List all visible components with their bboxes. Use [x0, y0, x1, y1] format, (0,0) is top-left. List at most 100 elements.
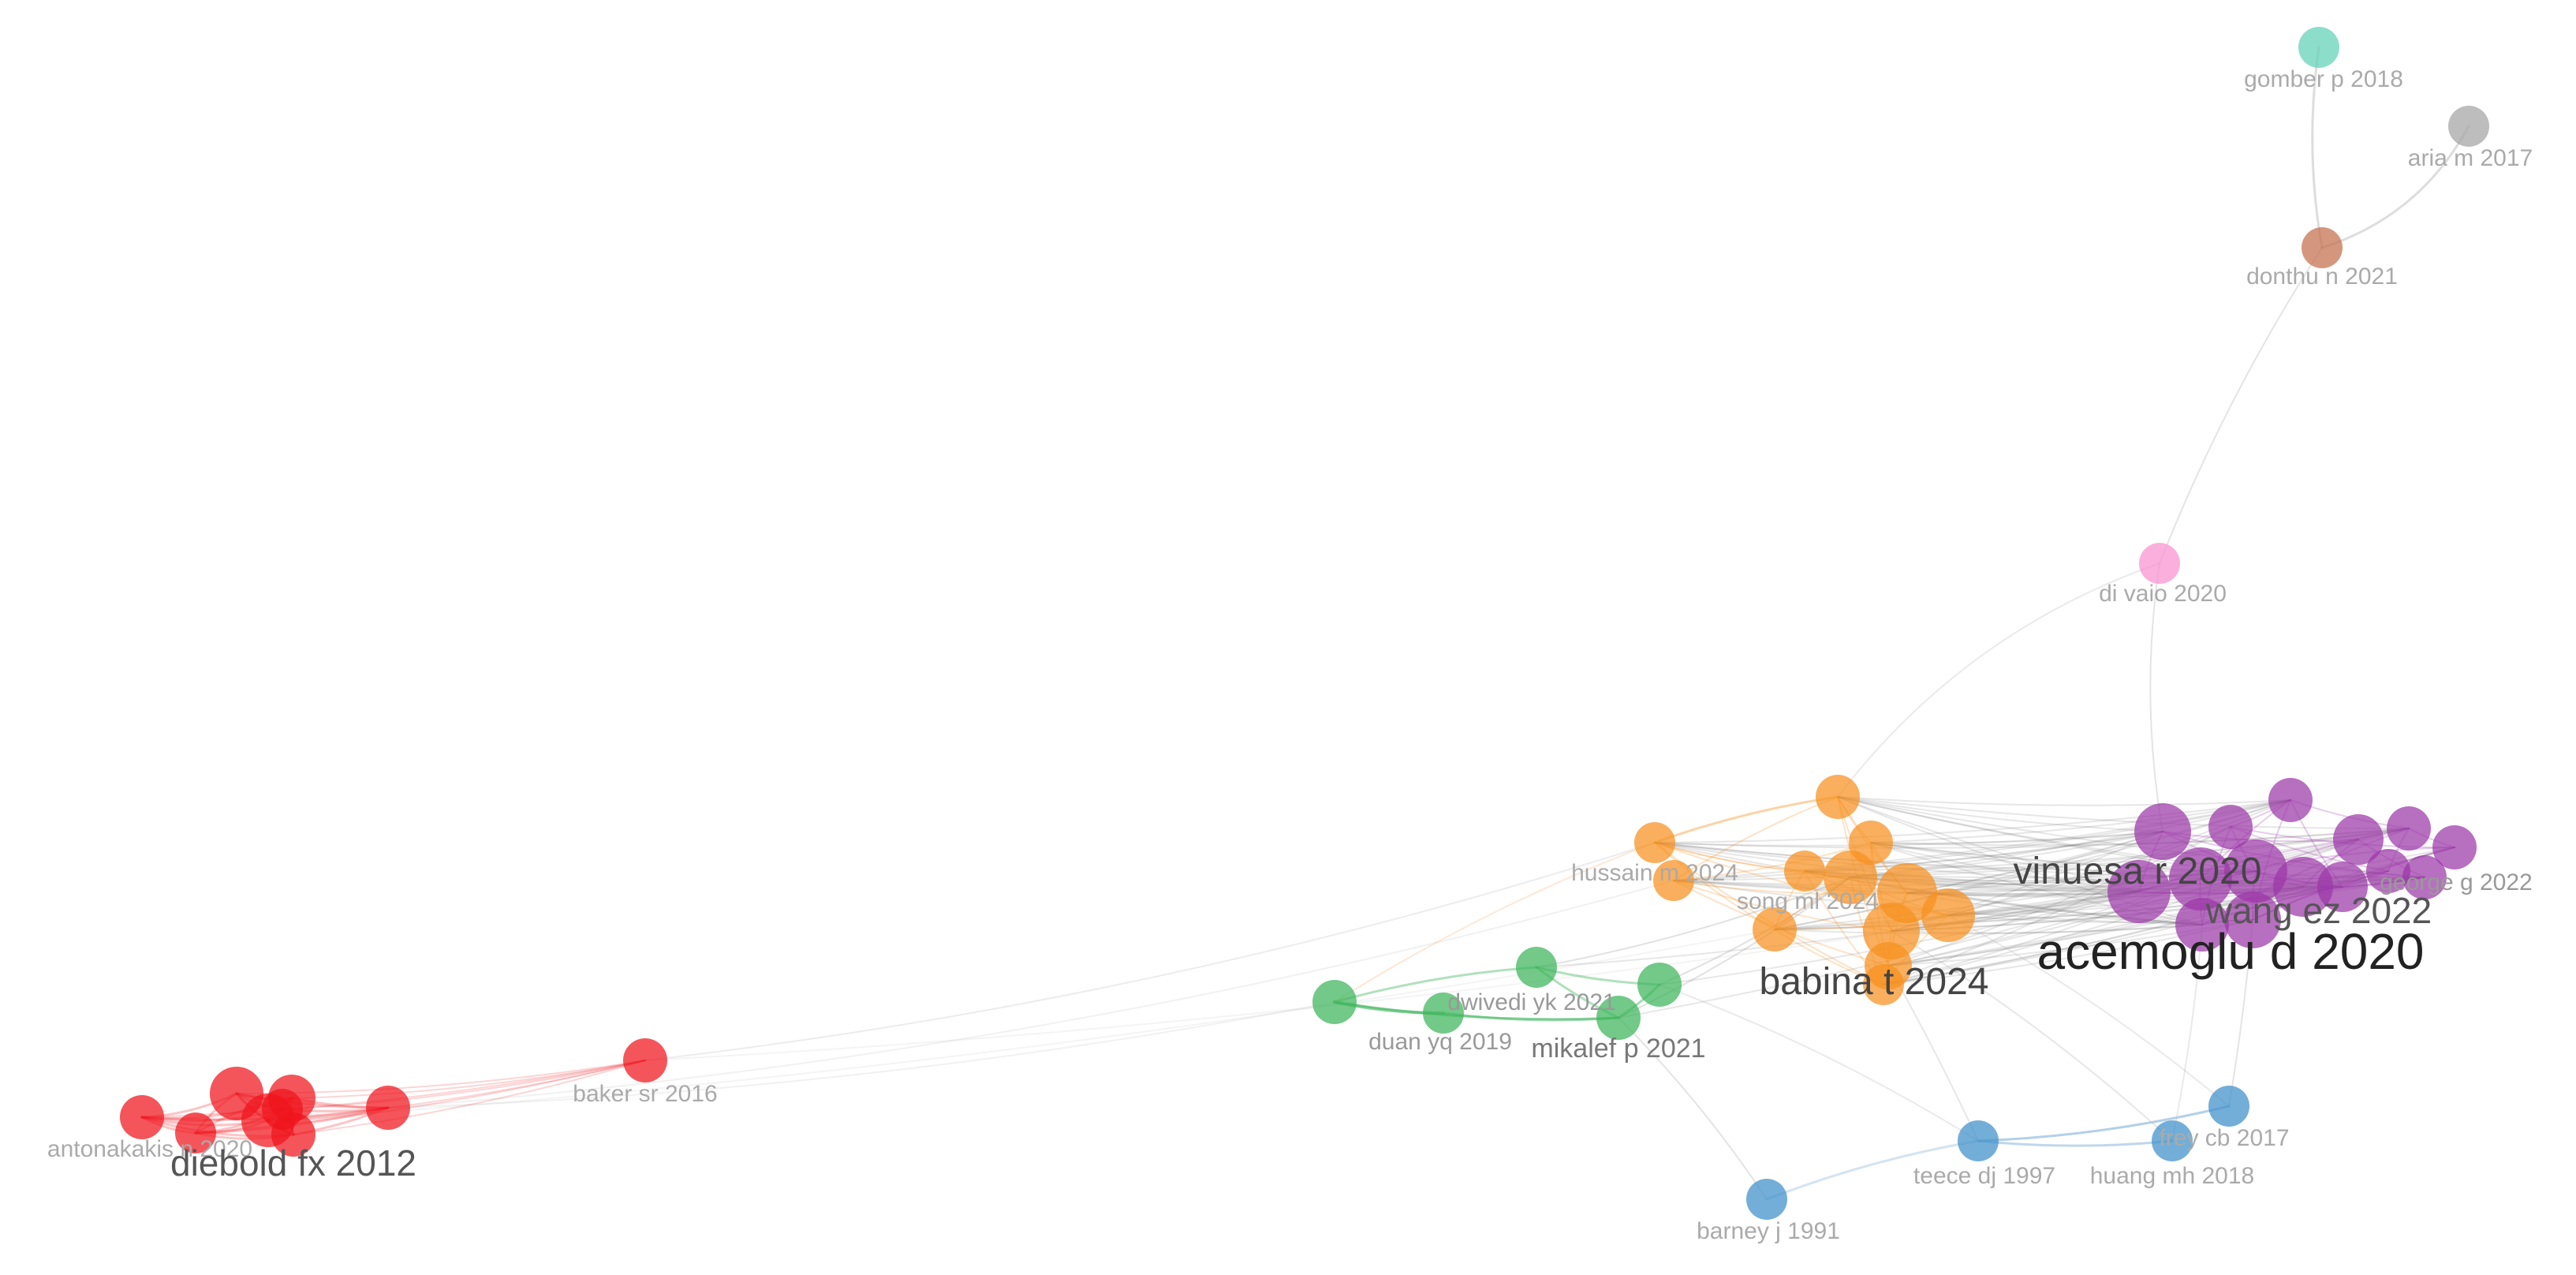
node-label-hussain: hussain m 2024 — [1571, 860, 1738, 886]
node-label-antonakakis: antonakakis n 2020 — [47, 1136, 252, 1162]
node-blue-4[interactable] — [1746, 1179, 1787, 1220]
node-blue-2[interactable] — [2208, 1086, 2249, 1127]
network-edge — [1654, 828, 2410, 849]
node-divaio[interactable] — [2139, 543, 2180, 584]
node-baker[interactable] — [623, 1038, 667, 1082]
node-label-george: george g 2022 — [2380, 869, 2533, 895]
network-edge — [1765, 1139, 1980, 1201]
node-red-4[interactable] — [175, 1112, 216, 1153]
network-edge — [1891, 891, 2140, 932]
network-edge — [1837, 796, 2163, 832]
node-green-4[interactable] — [1596, 996, 1641, 1040]
network-edge — [2149, 563, 2163, 832]
node-label-mikalef: mikalef p 2021 — [1531, 1034, 1705, 1064]
node-label-acemoglu: acemoglu d 2020 — [2037, 923, 2424, 980]
network-edge — [1977, 1105, 2231, 1142]
node-gomber[interactable] — [2298, 27, 2339, 68]
network-edge — [2171, 924, 2203, 1142]
node-orange-1[interactable] — [1816, 775, 1860, 819]
network-edge — [291, 1060, 646, 1099]
network-edge — [293, 1060, 646, 1135]
network-edge — [1653, 795, 1839, 844]
node-label-huang: huang mh 2018 — [2090, 1163, 2255, 1189]
node-label-divaio: di vaio 2020 — [2099, 581, 2227, 607]
network-edge — [1333, 1000, 1620, 1021]
node-orange-12[interactable] — [1863, 964, 1904, 1005]
network-edge — [2159, 247, 2323, 564]
network-edge — [1837, 796, 2410, 830]
node-purple-11[interactable] — [2317, 862, 2368, 912]
network-edge — [2311, 46, 2324, 249]
network-edge — [1774, 831, 2163, 930]
node-purple-5[interactable] — [2387, 806, 2431, 851]
node-red-7[interactable] — [262, 1089, 303, 1130]
node-purple-7[interactable] — [2107, 860, 2171, 923]
node-green-2[interactable] — [1516, 947, 1557, 988]
network-edge — [1977, 1139, 2174, 1147]
node-purple-3[interactable] — [2268, 778, 2313, 822]
network-edge — [1837, 796, 2140, 892]
node-red-1[interactable] — [120, 1095, 164, 1139]
node-blue-3[interactable] — [2152, 1120, 2193, 1161]
network-edge — [1334, 842, 1656, 1003]
node-label-duan: duan yq 2019 — [1368, 1029, 1512, 1055]
network-edge — [2320, 125, 2470, 249]
node-purple-13[interactable] — [2402, 855, 2447, 899]
node-label-vinuesa: vinuesa r 2020 — [2014, 851, 2262, 892]
network-edge — [1536, 891, 2140, 968]
node-purple-10[interactable] — [2273, 857, 2333, 917]
node-label-teece: teece dj 1997 — [1913, 1163, 2055, 1189]
node-orange-2[interactable] — [1634, 822, 1675, 863]
network-edge — [1947, 826, 2231, 916]
network-edge — [1891, 930, 2173, 1142]
node-orange-8[interactable] — [1753, 907, 1797, 952]
network-edge — [1654, 799, 2291, 843]
node-green-1[interactable] — [1312, 980, 1357, 1024]
node-label-song: song ml 2024 — [1737, 888, 1879, 914]
node-purple-14[interactable] — [2224, 892, 2281, 948]
network-edge — [1654, 831, 2163, 847]
network-edge — [1837, 796, 2291, 806]
network-edge — [1883, 826, 2231, 985]
node-purple-12[interactable] — [2366, 849, 2410, 893]
node-green-5[interactable] — [1637, 963, 1682, 1007]
node-orange-4[interactable] — [1784, 851, 1825, 892]
node-label-aria: aria m 2017 — [2408, 145, 2533, 171]
network-edge — [1870, 842, 2140, 892]
node-blue-1[interactable] — [1958, 1120, 1999, 1161]
node-label-barney: barney j 1991 — [1697, 1218, 1840, 1244]
node-orange-6[interactable] — [1824, 851, 1877, 904]
node-label-babina: babina t 2024 — [1760, 961, 1989, 1003]
network-edge — [1333, 966, 1538, 1004]
network-edge — [1618, 1017, 1768, 1200]
network-nodes — [120, 27, 2489, 1220]
node-purple-9[interactable] — [2224, 839, 2287, 903]
node-aria[interactable] — [2448, 106, 2489, 147]
network-edge — [1673, 880, 1908, 895]
node-label-wang: wang ez 2022 — [2205, 890, 2432, 931]
node-orange-10[interactable] — [1921, 888, 1975, 942]
node-label-frey: frey cb 2017 — [2159, 1125, 2289, 1151]
node-purple-8[interactable] — [2169, 847, 2232, 910]
node-purple-6[interactable] — [2432, 825, 2477, 869]
network-edge — [1673, 842, 1872, 881]
network-edge — [1947, 914, 2230, 1107]
node-orange-3[interactable] — [1653, 860, 1694, 901]
node-label-dwivedi: dwivedi yk 2021 — [1447, 989, 1615, 1015]
node-purple-1[interactable] — [2134, 803, 2191, 860]
network-edge — [1774, 924, 2203, 935]
network-edge — [1536, 877, 1851, 968]
node-red-8[interactable] — [366, 1086, 410, 1130]
node-label-diebold: diebold fx 2012 — [170, 1142, 416, 1183]
network-edge — [1906, 831, 2163, 894]
network-edge — [1659, 984, 1979, 1142]
network-edge — [1673, 799, 2291, 881]
network-edge — [1870, 831, 2163, 844]
node-purple-2[interactable] — [2208, 805, 2253, 849]
node-donthu[interactable] — [2302, 227, 2343, 268]
node-purple-4[interactable] — [2333, 814, 2384, 865]
node-green-3[interactable] — [1423, 993, 1464, 1034]
node-purple-15[interactable] — [2175, 898, 2229, 952]
network-edge — [1837, 563, 2160, 798]
